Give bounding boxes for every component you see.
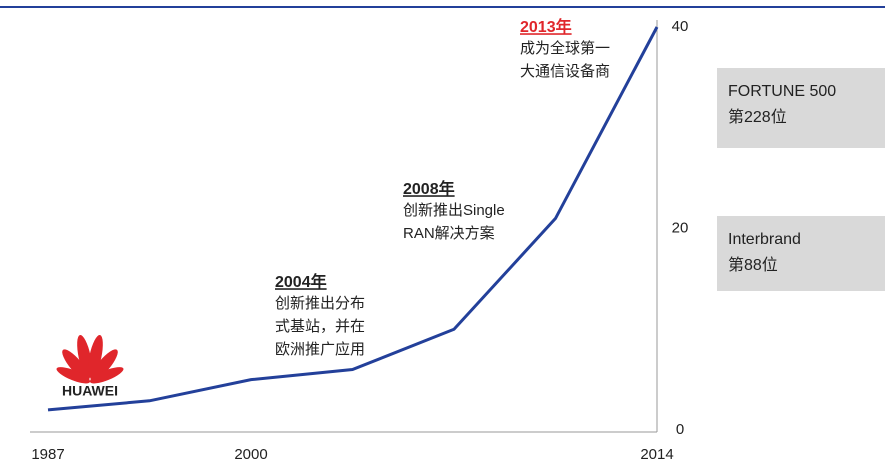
x-tick-label: 2000 <box>234 446 267 463</box>
annotation-line: 创新推出Single <box>403 202 505 219</box>
annotation-title: 2013年 <box>520 17 572 36</box>
info-box <box>717 216 885 291</box>
box-title: FORTUNE 500 <box>728 83 836 100</box>
annotation-line: 创新推出分布 <box>275 295 365 312</box>
annotation-line: RAN解决方案 <box>403 224 495 242</box>
annotation-line: 欧洲推广应用 <box>275 340 365 358</box>
annotation-line: 式基站，并在 <box>275 318 365 335</box>
info-box <box>717 68 885 148</box>
x-tick-label: 2014 <box>640 446 673 463</box>
y-tick-label: 20 <box>672 219 689 236</box>
annotation-line: 大通信设备商 <box>520 63 610 80</box>
y-tick-label: 0 <box>676 421 684 438</box>
logo-text: HUAWEI <box>62 383 118 399</box>
logo: HUAWEI <box>38 328 142 400</box>
annotation-line: 成为全球第一 <box>520 39 610 57</box>
annotation-title: 2008年 <box>403 179 455 198</box>
logo-petals <box>56 335 124 384</box>
annotation-title: 2004年 <box>275 272 327 291</box>
box-text: 第228位 <box>728 108 787 126</box>
line <box>47 26 659 412</box>
x-tick-label: 1987 <box>31 446 64 463</box>
y-tick-label: 40 <box>672 18 689 35</box>
box-text: 第88位 <box>728 256 778 274</box>
box-title: Interbrand <box>728 231 801 248</box>
